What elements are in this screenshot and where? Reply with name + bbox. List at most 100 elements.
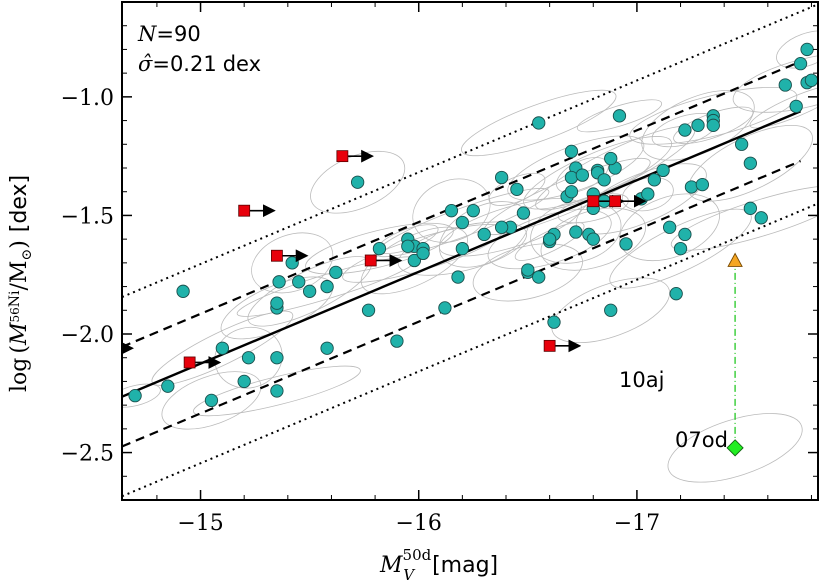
limit-point (238, 204, 251, 217)
limit-point (183, 356, 196, 369)
data-point (329, 265, 343, 279)
data-point (778, 78, 792, 92)
data-point (669, 287, 683, 301)
data-point (176, 284, 190, 298)
error-ellipse (251, 232, 334, 294)
data-point (569, 225, 583, 239)
data-point (416, 246, 430, 261)
data-point (695, 177, 710, 192)
data-point-layer (122, 42, 818, 457)
limit-point (543, 339, 556, 352)
data-point (604, 151, 618, 166)
data-point (455, 241, 470, 256)
error-ellipse (438, 198, 582, 257)
limit-point (336, 150, 349, 163)
data-point (285, 256, 299, 270)
x-tick-label: −17 (614, 511, 660, 536)
data-point (320, 341, 334, 355)
data-point (641, 187, 655, 201)
data-point (793, 57, 808, 71)
error-ellipse (412, 178, 491, 243)
error-ellipse (305, 222, 454, 275)
data-point (292, 275, 306, 289)
data-point (444, 204, 459, 218)
error-ellipse (551, 277, 671, 344)
error-ellipse (472, 243, 583, 302)
y-axis-title: log(M56Ni/M⊙)[dex] (7, 175, 35, 392)
label-07od: 07od (675, 428, 728, 452)
data-point (161, 379, 175, 393)
error-ellipse (161, 371, 262, 430)
data-point (547, 315, 561, 329)
data-point (656, 163, 670, 178)
data-point (494, 170, 509, 185)
data-point (270, 351, 284, 365)
data-point (754, 211, 768, 225)
data-point (586, 232, 600, 246)
limit-point (587, 195, 600, 208)
data-point (789, 99, 803, 113)
data-point (128, 389, 142, 403)
data-point (678, 123, 692, 137)
sn07od-triangle (727, 252, 743, 267)
error-ellipse (461, 89, 617, 157)
data-point (407, 253, 422, 268)
data-point (270, 296, 284, 310)
data-point (612, 109, 627, 123)
data-point (684, 180, 699, 194)
data-point (706, 118, 720, 132)
data-point (743, 201, 758, 215)
error-ellipse-07od (667, 413, 803, 483)
fit-line-layer (122, 3, 818, 498)
sn07od-diamond (726, 439, 744, 457)
data-point (564, 185, 579, 199)
n-annotation: N=90 (137, 22, 201, 46)
limit-point (271, 249, 283, 262)
error-ellipse (523, 136, 673, 210)
data-point (438, 301, 452, 315)
data-point (521, 263, 535, 277)
data-point (542, 232, 557, 246)
data-point (564, 170, 579, 185)
y-tick-label: −2.0 (61, 323, 114, 348)
error-ellipse (576, 99, 663, 133)
data-point (494, 220, 509, 234)
data-point (575, 168, 590, 182)
tick-layer: −15 −16 −17 −1.0 −1.5 −2.0 −2.5 (61, 2, 818, 536)
data-point (372, 241, 387, 256)
data-point (361, 303, 376, 317)
error-ellipse (122, 383, 161, 408)
plot-frame (121, 1, 819, 501)
x-tick-label: −15 (177, 511, 223, 536)
data-point (204, 393, 219, 408)
data-point (691, 118, 705, 132)
data-point (477, 227, 491, 242)
data-point (401, 239, 415, 253)
data-point (455, 215, 470, 230)
data-point (597, 173, 611, 187)
data-point (564, 144, 579, 159)
error-ellipse (670, 184, 818, 251)
error-ellipse (192, 365, 361, 417)
data-point (302, 284, 317, 298)
data-point (237, 374, 251, 389)
error-ellipse (749, 84, 818, 129)
fit-lower-dashed (122, 160, 801, 448)
data-point (678, 227, 692, 242)
data-point (215, 341, 230, 355)
fit-upper-dashed (122, 60, 801, 348)
x-axis-title: M50d V [mag] (379, 546, 498, 581)
data-point (800, 42, 814, 57)
data-point (532, 270, 546, 284)
data-point (673, 241, 688, 256)
data-point (604, 303, 618, 317)
data-point (647, 173, 662, 187)
data-point (662, 220, 677, 234)
limit-point (364, 254, 377, 267)
data-point (466, 204, 480, 218)
error-ellipse (776, 30, 818, 69)
data-point (516, 206, 531, 220)
error-ellipse (151, 310, 294, 386)
data-point (350, 175, 365, 189)
limit-point (609, 195, 621, 208)
